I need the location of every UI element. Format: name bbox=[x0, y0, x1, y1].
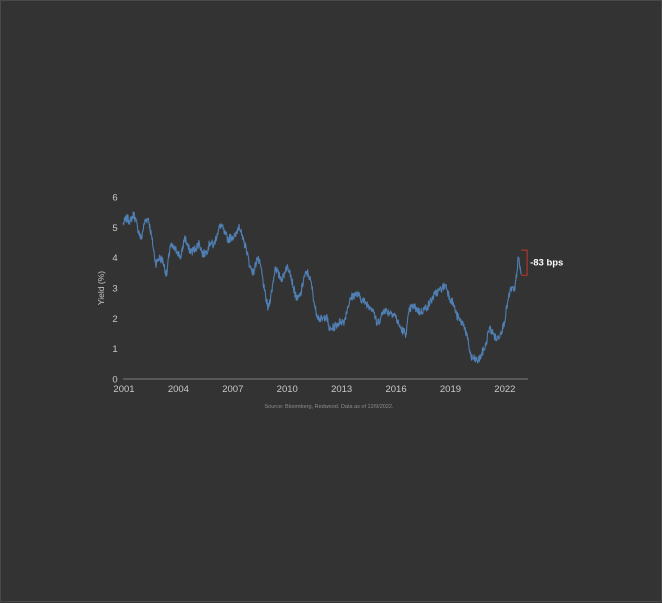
y-tick-label: 5 bbox=[112, 223, 117, 234]
y-tick-label: 1 bbox=[112, 344, 117, 355]
y-tick-label: 2 bbox=[112, 314, 117, 325]
y-tick-label: 4 bbox=[112, 253, 117, 264]
x-tick-label: 2004 bbox=[168, 384, 189, 395]
y-tick-label: 0 bbox=[112, 375, 117, 386]
x-tick-label: 2016 bbox=[385, 384, 406, 395]
series-line bbox=[122, 211, 522, 364]
change-bracket bbox=[521, 249, 528, 276]
y-tick-label: 6 bbox=[112, 193, 117, 204]
x-tick-label: 2010 bbox=[277, 384, 298, 395]
x-tick-label: 2013 bbox=[331, 384, 352, 395]
y-axis-label: Yield (%) bbox=[96, 271, 106, 305]
source-note: Source: Bloomberg, Redwood. Data as of 1… bbox=[264, 404, 393, 410]
change-label: -83 bps bbox=[530, 258, 563, 269]
x-tick-label: 2022 bbox=[494, 384, 515, 395]
x-tick-label: 2007 bbox=[222, 384, 243, 395]
x-tick-label: 2001 bbox=[113, 384, 134, 395]
y-tick-label: 3 bbox=[112, 284, 117, 295]
x-tick-label: 2019 bbox=[440, 384, 461, 395]
